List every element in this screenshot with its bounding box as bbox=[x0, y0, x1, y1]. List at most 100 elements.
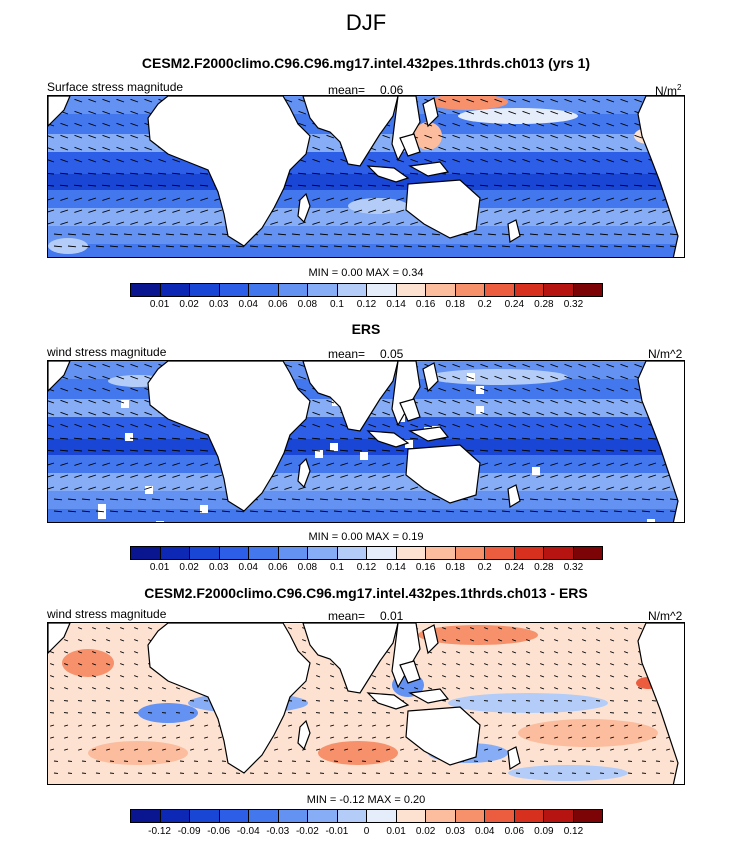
wind-vector bbox=[428, 663, 433, 666]
wind-vector bbox=[470, 687, 475, 690]
wind-vector bbox=[550, 411, 559, 416]
wind-vector bbox=[144, 197, 153, 201]
wind-vector bbox=[326, 134, 335, 139]
wind-vector bbox=[459, 245, 469, 248]
colorbar-swatch bbox=[514, 810, 544, 822]
wind-vector bbox=[291, 510, 301, 513]
wind-vector bbox=[311, 184, 321, 187]
wind-vector bbox=[102, 209, 111, 213]
wind-vector bbox=[606, 158, 615, 163]
wind-vector bbox=[624, 663, 629, 666]
colorbar-swatch bbox=[308, 284, 338, 296]
wind-vector bbox=[578, 363, 587, 368]
colorbar-tick-label: 0.04 bbox=[238, 299, 258, 310]
wind-vector bbox=[494, 486, 503, 490]
colorbar-tick-label: 0.12 bbox=[356, 299, 377, 310]
wind-vector bbox=[134, 651, 139, 654]
wind-vector bbox=[480, 387, 489, 392]
wind-vector bbox=[367, 449, 377, 452]
wind-vector bbox=[298, 387, 307, 392]
wind-vector bbox=[512, 675, 517, 678]
wind-vector bbox=[386, 724, 391, 727]
wind-vector bbox=[171, 184, 181, 187]
panel-2-title: ERS bbox=[351, 321, 381, 337]
colorbar-swatch bbox=[278, 284, 308, 296]
colorbar-tick-label: 0.24 bbox=[504, 562, 525, 573]
wind-vector bbox=[389, 233, 399, 236]
wind-vector bbox=[606, 197, 615, 201]
wind-vector bbox=[529, 498, 539, 501]
panel-3-units: N/m^2 bbox=[648, 609, 683, 623]
wind-vector bbox=[305, 233, 315, 236]
wind-vector bbox=[116, 146, 125, 151]
wind-vector bbox=[521, 437, 531, 440]
colorbar-tick-label: -0.12 bbox=[148, 826, 171, 837]
wind-vector bbox=[78, 687, 83, 690]
wind-vector bbox=[620, 122, 629, 127]
wind-vector bbox=[106, 639, 111, 642]
wind-vector bbox=[214, 474, 223, 478]
wind-vector bbox=[466, 146, 475, 151]
wind-vector bbox=[480, 122, 489, 127]
wind-vector bbox=[442, 639, 447, 642]
wind-vector bbox=[451, 172, 461, 175]
wind-vector bbox=[641, 510, 651, 513]
wind-vector bbox=[596, 651, 601, 654]
wind-vector bbox=[620, 363, 629, 368]
wind-vector bbox=[200, 197, 209, 201]
wind-vector bbox=[367, 437, 377, 440]
wind-vector bbox=[578, 486, 587, 490]
wind-vector bbox=[638, 748, 643, 751]
wind-vector bbox=[582, 736, 587, 739]
colorbar-tick-label: -0.04 bbox=[236, 826, 260, 837]
land-mass bbox=[366, 692, 410, 710]
wind-vector bbox=[78, 663, 83, 666]
wind-vector bbox=[627, 498, 637, 501]
wind-vector bbox=[396, 462, 405, 466]
wind-vector bbox=[634, 486, 643, 490]
wind-vector bbox=[571, 498, 581, 501]
wind-vector bbox=[120, 687, 125, 690]
wind-vector bbox=[592, 411, 601, 416]
wind-vector bbox=[417, 510, 427, 513]
wind-vector bbox=[48, 400, 55, 404]
wind-vector bbox=[263, 245, 273, 248]
wind-vector bbox=[143, 449, 153, 452]
wind-vector bbox=[526, 675, 531, 678]
wind-vector bbox=[78, 724, 83, 727]
wind-vector bbox=[522, 474, 531, 478]
colorbar-tick-label: 0.01 bbox=[149, 299, 170, 310]
wind-vector bbox=[106, 748, 111, 751]
colorbar-swatch bbox=[544, 810, 574, 822]
wind-vector bbox=[48, 462, 55, 466]
wind-vector bbox=[605, 184, 615, 187]
colorbar-tick-label: 0.1 bbox=[329, 562, 344, 573]
wind-vector bbox=[165, 233, 175, 236]
wind-vector bbox=[494, 387, 503, 392]
wind-vector bbox=[120, 736, 125, 739]
wind-vector bbox=[396, 474, 405, 478]
wind-vector bbox=[647, 437, 657, 440]
wind-vector bbox=[199, 184, 209, 187]
missing-data-cell bbox=[405, 440, 413, 448]
wind-vector bbox=[116, 98, 125, 103]
panel-1-units-base: N/m bbox=[655, 84, 677, 98]
wind-vector bbox=[204, 736, 209, 739]
wind-vector bbox=[634, 197, 643, 201]
wind-vector bbox=[67, 233, 77, 236]
wind-vector bbox=[102, 399, 111, 404]
colorbar-tick-label: -0.09 bbox=[177, 826, 201, 837]
wind-vector bbox=[214, 221, 223, 225]
colorbar-swatch bbox=[278, 547, 308, 559]
wind-vector bbox=[48, 172, 55, 175]
wind-vector bbox=[123, 233, 133, 236]
stress-band bbox=[48, 473, 684, 491]
wind-vector bbox=[312, 462, 321, 466]
panel-1-map bbox=[47, 95, 685, 258]
wind-vector bbox=[568, 651, 573, 654]
wind-vector bbox=[88, 98, 97, 103]
wind-vector bbox=[568, 748, 573, 751]
colorbar-tick-label: 0.12 bbox=[356, 562, 377, 573]
wind-vector bbox=[81, 245, 91, 248]
wind-vector bbox=[683, 511, 684, 512]
